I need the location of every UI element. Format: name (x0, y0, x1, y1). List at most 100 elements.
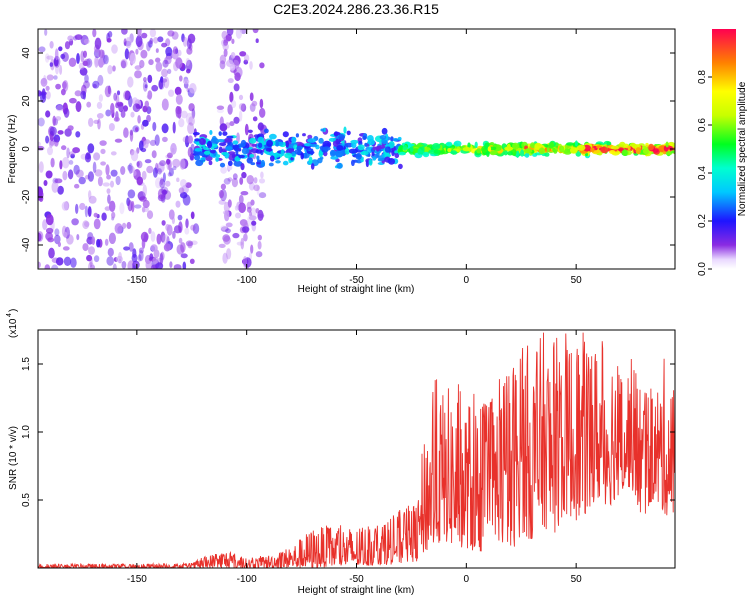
spectrogram-cell (38, 261, 41, 268)
spectrogram-cell (376, 152, 380, 157)
spectrogram-cell (225, 228, 231, 234)
spectrogram-x-tick-label: 0 (464, 275, 470, 286)
spectrogram-cell (162, 59, 169, 68)
spectrogram-cell (121, 29, 128, 35)
spectrogram-cell (179, 75, 183, 82)
spectrogram-cell (208, 160, 213, 166)
spectrogram-cell (108, 232, 116, 244)
colorbar (712, 29, 736, 269)
spectrogram-cell (318, 137, 324, 144)
spectrogram-cell (260, 171, 264, 179)
spectrogram-cell (206, 140, 213, 149)
spectrogram-cell (229, 91, 234, 103)
spectrogram-cell (73, 164, 80, 175)
spectrogram-cell (398, 151, 406, 156)
spectrogram-cell (251, 100, 258, 107)
spectrogram-cell (57, 185, 64, 195)
spectrogram-cell (266, 139, 273, 147)
spectrogram-cell (131, 253, 138, 263)
spectrogram-cell (109, 200, 116, 212)
spectrogram-cell (330, 156, 339, 160)
spectrogram-cell (600, 146, 609, 154)
spectrogram-cell (38, 46, 46, 53)
spectrogram-cell (317, 157, 323, 164)
spectrogram-cell (220, 183, 226, 190)
spectrogram-cell (476, 148, 482, 154)
spectrogram-cell (238, 110, 243, 122)
spectrogram-cell (46, 55, 54, 60)
spectrogram-cell (398, 145, 404, 151)
spectrogram-cell (189, 258, 195, 264)
spectrogram-cell (255, 251, 263, 258)
spectrogram-cell (222, 252, 228, 264)
spectrogram-cell (61, 145, 67, 151)
spectrogram-cell (100, 161, 106, 166)
spectrogram-cell (232, 232, 240, 239)
spectrogram-cell (129, 52, 136, 65)
spectrogram-cell (246, 157, 253, 164)
spectrogram-cell (232, 140, 239, 145)
spectrogram-cell (453, 140, 462, 147)
spectrogram-cell (180, 253, 188, 259)
spectrogram-cell (236, 132, 240, 144)
spectrogram-cell (227, 104, 233, 115)
spectrogram-cell (172, 166, 177, 171)
spectrogram-cell (343, 126, 347, 134)
spectrogram-cell (92, 161, 97, 173)
spectrogram-cell (48, 247, 55, 259)
spectrogram-cell (87, 206, 92, 217)
spectrogram-cell (142, 80, 148, 92)
spectrogram-cell (196, 141, 200, 146)
spectrogram-cell (402, 144, 408, 151)
spectrogram-cell (127, 189, 136, 199)
spectrogram-cell (344, 148, 350, 155)
spectrogram-cell (166, 152, 173, 159)
spectrogram-axes: -150 -100 -50 0 50 -40 -20 0 20 40 (21, 29, 675, 286)
spectrogram-cell (215, 156, 220, 162)
spectrogram-cell (62, 246, 70, 251)
spectrogram-cell (225, 222, 233, 228)
spectrogram-cell (135, 103, 140, 109)
spectrogram-cell (68, 160, 74, 165)
spectrogram-cell (462, 147, 472, 152)
spectrogram-cell (155, 61, 163, 72)
spectrogram-cell (238, 202, 247, 214)
spectrogram-cell (552, 147, 556, 153)
spectrogram-cell (238, 103, 245, 111)
snr-y-tick-label: 0.5 (21, 493, 32, 507)
spectrogram-cell (379, 135, 387, 140)
spectrogram-cell (147, 90, 153, 100)
spectrogram-cell (69, 97, 77, 104)
spectrogram-cell (284, 152, 293, 159)
spectrogram-cell (155, 48, 159, 53)
spectrogram-cell (135, 127, 139, 132)
spectrogram-cell (144, 159, 152, 164)
spectrogram-cell (335, 150, 344, 158)
spectrogram-cell (144, 84, 148, 89)
spectrogram-cell (175, 106, 182, 115)
spectrogram-cell (105, 109, 112, 117)
spectrogram-cell (140, 231, 149, 242)
spectrogram-cell (194, 138, 201, 142)
spectrogram-cell (232, 144, 240, 150)
spectrogram-cell (107, 194, 111, 204)
spectrogram-cell (227, 78, 234, 84)
spectrogram-cell (450, 150, 457, 155)
spectrogram-cell (194, 148, 202, 152)
spectrogram-cell (160, 231, 166, 243)
spectrogram-cell (185, 240, 194, 247)
spectrogram-cell (149, 29, 157, 38)
spectrogram-cell (136, 176, 144, 186)
spectrogram-cell (231, 177, 238, 188)
snr-x-tick-label: -50 (349, 574, 364, 585)
spectrogram-cell (61, 201, 69, 211)
spectrogram-cell (643, 148, 650, 155)
spectrogram-cell (61, 157, 70, 169)
spectrogram-cell (115, 175, 121, 186)
spectrogram-cell (275, 160, 281, 164)
spectrogram-cell (144, 100, 149, 109)
spectrogram-cell (243, 233, 248, 242)
spectrogram-cell (70, 257, 77, 268)
spectrogram-cell (161, 78, 168, 83)
spectrogram-cell (238, 154, 245, 159)
